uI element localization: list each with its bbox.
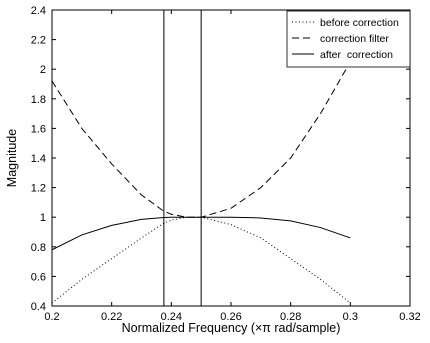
x-tick-label: 0.22 [101,311,122,323]
y-tick-label: 0.6 [31,271,46,283]
y-tick-label: 2.2 [31,35,46,47]
legend: before correction correction filter afte… [286,10,411,68]
legend-label-correction-filter: correction filter [320,33,389,45]
series-line-before-correction [51,216,351,304]
y-tick-label: 1.2 [31,183,46,195]
series-line-correction-filter [51,61,351,218]
x-tick-label: 0.24 [161,311,182,323]
y-tick-label: 0.4 [31,301,46,313]
series-layer [51,61,351,304]
y-tick-label: 2.4 [31,5,46,17]
x-ticks: 0.2 0.22 0.24 0.26 0.28 0.3 0.32 [44,10,421,323]
x-axis-label: Normalized Frequency (×π rad/sample) [122,321,341,335]
x-tick-label: 0.26 [220,311,241,323]
y-tick-label: 1 [40,212,46,224]
series-line-after-correction [51,216,351,251]
y-ticks: 0.4 0.6 0.8 1 1.2 1.4 1.6 1.8 2 2.2 2.4 [31,5,410,313]
legend-label-before-correction: before correction [320,17,399,29]
y-tick-label: 1.6 [31,123,46,135]
x-tick-label: 0.28 [280,311,301,323]
y-tick-label: 0.8 [31,242,46,254]
legend-box [286,10,411,68]
x-tick-label: 0.2 [44,311,59,323]
y-tick-label: 1.4 [31,153,46,165]
x-tick-label: 0.32 [399,311,420,323]
x-tick-label: 0.3 [343,311,358,323]
vertical-lines-layer [163,10,202,306]
y-tick-label: 2 [40,64,46,76]
y-tick-label: 1.8 [31,94,46,106]
y-axis-label: Magnitude [5,129,19,187]
legend-label-after-correction: after correction [320,49,393,61]
